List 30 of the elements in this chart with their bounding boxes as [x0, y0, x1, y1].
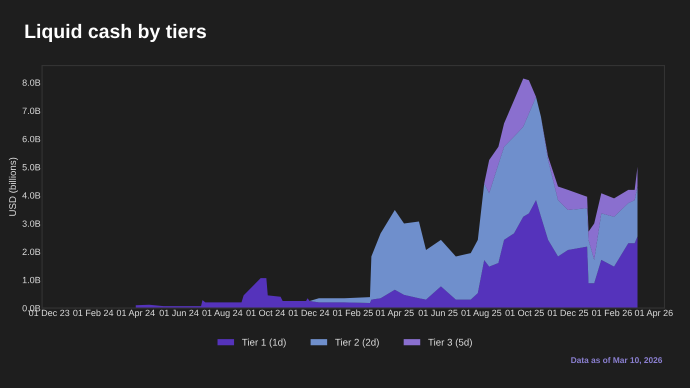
y-tick-label: 6.0B	[22, 136, 40, 142]
x-tick-label: 01 Oct 25	[505, 310, 544, 316]
y-tick-label: 4.0B	[22, 192, 40, 199]
y-tick-label: 0.0B	[22, 305, 40, 312]
y-axis-title: USD (billions)	[8, 158, 18, 216]
y-tick-label: 8.0B	[22, 79, 40, 86]
x-tick-label: 01 Dec 25	[548, 310, 588, 316]
y-tick-label: 5.0B	[22, 164, 40, 170]
y-tick-label: 7.0B	[22, 108, 40, 114]
legend-label: Tier 1 (1d)	[242, 338, 286, 348]
x-tick-label: 01 Jun 25	[418, 310, 458, 316]
x-tick-label: 01 Apr 26	[634, 310, 673, 318]
x-tick-label: 01 Jun 24	[160, 310, 199, 316]
text: Data as of Mar 10, 2026	[571, 356, 662, 364]
x-tick-label: 01 Aug 24	[202, 310, 242, 318]
chart-title: Liquid cash by tiers	[25, 24, 206, 42]
x-tick-label: 01 Apr 24	[116, 310, 155, 318]
x-tick-label: 01 Dec 23	[28, 310, 70, 316]
x-tick-label: 01 Feb 24	[73, 309, 114, 316]
legend-label: Tier 3 (5d)	[428, 338, 472, 348]
y-tick-label: 1.0B	[22, 276, 40, 284]
x-tick-label: 01 Aug 25	[461, 310, 502, 318]
x-tick-label: 01 Feb 25	[332, 309, 373, 316]
x-tick-label: 01 Oct 24	[246, 310, 285, 316]
x-tick-label: 01 Feb 26	[592, 309, 632, 316]
legend-label: Tier 2 (2d)	[335, 338, 379, 348]
x-tick-label: 01 Dec 24	[288, 310, 330, 316]
y-tick-label: 3.0B	[22, 220, 40, 227]
x-tick-label: 01 Apr 25	[376, 310, 414, 318]
y-tick-label: 2.0B	[22, 248, 40, 256]
